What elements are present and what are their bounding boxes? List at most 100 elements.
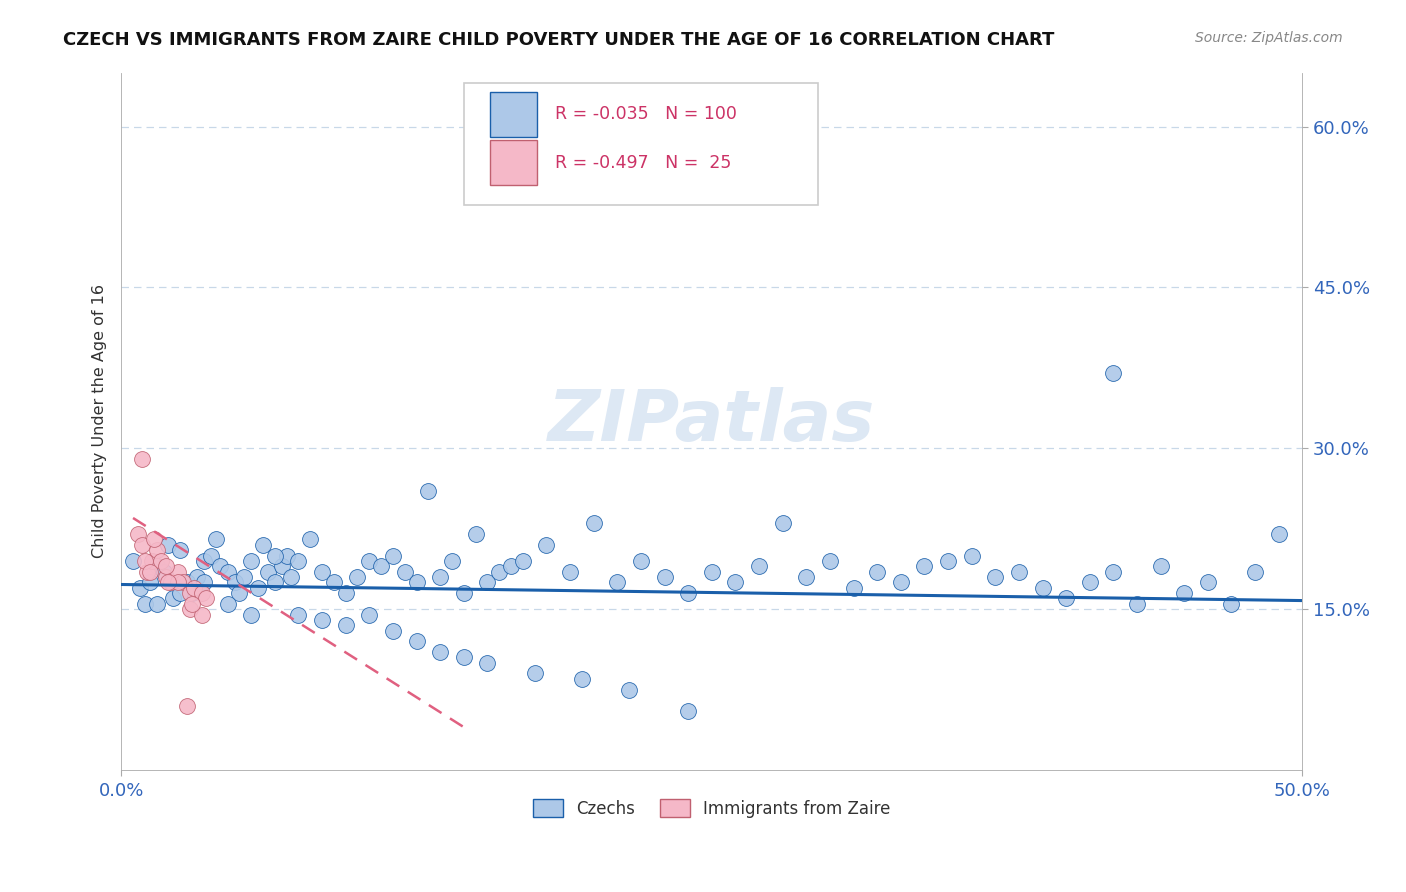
Point (1102, 366, 1125, 380)
Point (429, 570, 451, 584)
Point (1149, 559, 1171, 574)
Point (141, 554, 163, 568)
Point (960, 549, 983, 563)
Point (724, 575, 747, 590)
Point (159, 575, 181, 590)
Point (190, 607, 212, 622)
Point (247, 581, 270, 595)
Point (499, 559, 522, 574)
Point (299, 533, 322, 547)
Point (233, 570, 256, 584)
Legend: Czechs, Immigrants from Zaire: Czechs, Immigrants from Zaire (526, 792, 897, 824)
Point (477, 575, 499, 590)
Point (190, 586, 212, 600)
Point (143, 533, 166, 547)
Point (256, 565, 278, 579)
Text: CZECH VS IMMIGRANTS FROM ZAIRE CHILD POVERTY UNDER THE AGE OF 16 CORRELATION CHA: CZECH VS IMMIGRANTS FROM ZAIRE CHILD POV… (63, 31, 1054, 49)
Point (134, 597, 156, 611)
Point (252, 538, 274, 552)
Point (122, 554, 145, 568)
Point (152, 565, 174, 579)
Point (818, 554, 841, 568)
Text: ZIPatlas: ZIPatlas (548, 387, 876, 456)
Point (842, 581, 865, 595)
Point (1173, 586, 1195, 600)
Text: R = -0.497   N =  25: R = -0.497 N = 25 (555, 153, 731, 172)
Point (138, 575, 160, 590)
Point (240, 554, 263, 568)
Point (287, 607, 309, 622)
Point (150, 554, 173, 568)
Point (1220, 597, 1243, 611)
Point (440, 554, 463, 568)
Point (1197, 575, 1219, 590)
Point (193, 575, 215, 590)
Point (172, 575, 194, 590)
Point (228, 586, 250, 600)
Point (453, 586, 475, 600)
Point (512, 554, 534, 568)
Point (335, 618, 357, 632)
Point (183, 581, 205, 595)
Point (1267, 527, 1289, 541)
Point (536, 538, 558, 552)
Point (169, 543, 191, 558)
Point (127, 527, 149, 541)
Point (322, 575, 344, 590)
Point (405, 634, 427, 648)
Point (346, 570, 368, 584)
Point (176, 575, 198, 590)
Point (276, 549, 298, 563)
Point (169, 586, 191, 600)
Point (131, 452, 153, 467)
Point (418, 484, 440, 499)
Point (1078, 575, 1101, 590)
Point (359, 554, 381, 568)
Point (138, 565, 160, 579)
Point (676, 586, 699, 600)
Point (129, 581, 152, 595)
Point (155, 570, 177, 584)
Point (676, 704, 699, 718)
Point (167, 565, 190, 579)
Point (912, 559, 935, 574)
Point (984, 570, 1007, 584)
Point (167, 575, 190, 590)
Point (157, 575, 180, 590)
Bar (489, 92, 537, 136)
Point (477, 656, 499, 670)
Point (209, 559, 232, 574)
Point (280, 570, 302, 584)
Point (145, 543, 167, 558)
Point (748, 559, 770, 574)
Point (429, 645, 451, 659)
Point (145, 597, 167, 611)
Point (217, 565, 239, 579)
Point (794, 570, 817, 584)
Point (936, 554, 959, 568)
Point (155, 559, 177, 574)
Point (370, 559, 392, 574)
Point (195, 591, 218, 606)
Point (654, 570, 676, 584)
Point (394, 565, 416, 579)
Point (630, 554, 652, 568)
Point (700, 565, 723, 579)
Point (179, 602, 201, 616)
Y-axis label: Child Poverty Under the Age of 16: Child Poverty Under the Age of 16 (93, 285, 107, 558)
Point (335, 586, 357, 600)
Point (606, 575, 628, 590)
Point (145, 559, 167, 574)
Point (405, 575, 427, 590)
Point (193, 554, 215, 568)
Bar (489, 140, 537, 186)
Point (217, 597, 239, 611)
Point (1008, 565, 1031, 579)
Point (186, 570, 208, 584)
Point (1102, 565, 1125, 579)
Point (381, 624, 404, 638)
FancyBboxPatch shape (464, 84, 818, 205)
Point (523, 666, 546, 681)
Point (772, 516, 794, 531)
Point (453, 650, 475, 665)
